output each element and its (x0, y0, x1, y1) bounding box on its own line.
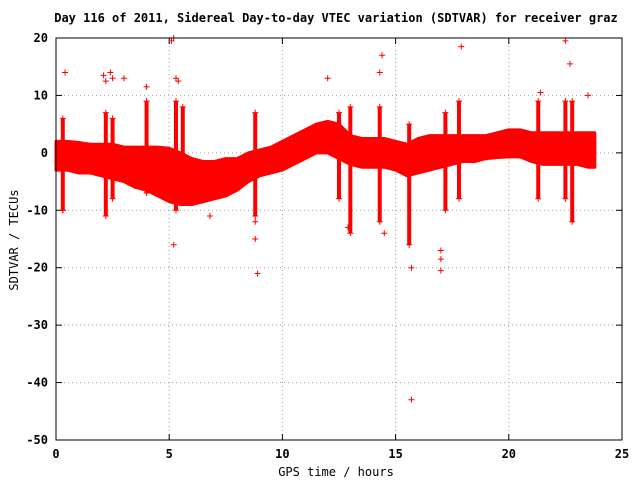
data-point (100, 72, 107, 79)
data-point (376, 103, 383, 110)
data-point (206, 213, 213, 220)
x-tick-label: 15 (388, 447, 402, 461)
data-point (109, 75, 116, 82)
data-point (455, 195, 462, 202)
data-point (406, 121, 413, 128)
data-point (437, 256, 444, 263)
x-tick-label: 10 (275, 447, 289, 461)
data-point (252, 109, 259, 116)
y-tick-label: 0 (41, 146, 48, 160)
data-point (408, 264, 415, 271)
data-point (143, 83, 150, 90)
data-point (408, 396, 415, 403)
x-tick-label: 20 (502, 447, 516, 461)
data-point (537, 89, 544, 96)
chart-title: Day 116 of 2011, Sidereal Day-to-day VTE… (54, 11, 618, 25)
y-axis-label: SDTVAR / TECUs (7, 189, 21, 290)
x-tick-label: 0 (52, 447, 59, 461)
data-point (535, 98, 542, 105)
data-point (102, 213, 109, 220)
data-band (54, 119, 597, 207)
data-point (535, 195, 542, 202)
data-point (252, 236, 259, 242)
x-tick-label: 25 (615, 447, 629, 461)
data-point (442, 109, 449, 116)
data-point (179, 195, 186, 202)
x-tick-label: 5 (166, 447, 173, 461)
data-point (324, 75, 331, 82)
plot-frame (55, 37, 623, 441)
data-point (175, 78, 182, 85)
data-point (120, 75, 127, 82)
data-point (179, 103, 186, 110)
data-point (109, 115, 116, 122)
data-point (376, 69, 383, 76)
data-point (59, 115, 66, 122)
data-point (437, 267, 444, 274)
data-point (62, 69, 69, 76)
data-point (347, 230, 354, 237)
data-point (143, 98, 150, 105)
data-point (170, 241, 177, 248)
data-point (381, 230, 388, 237)
plot-area (54, 35, 597, 403)
data-point (252, 218, 259, 225)
data-point (102, 109, 109, 116)
x-axis-label: GPS time / hours (278, 465, 394, 479)
data-point (562, 98, 569, 105)
data-point (376, 218, 383, 225)
y-tick-label: 20 (34, 31, 48, 45)
data-point (585, 92, 592, 99)
data-point (569, 98, 576, 105)
y-tick-label: -30 (26, 318, 48, 332)
data-point (562, 37, 569, 44)
data-point (345, 224, 352, 231)
data-point (566, 60, 573, 67)
y-tick-label: -20 (26, 261, 48, 275)
data-point (107, 69, 114, 76)
data-point (254, 270, 261, 277)
data-point (442, 207, 449, 214)
data-point (252, 213, 259, 220)
data-point (379, 52, 386, 59)
y-tick-label: 10 (34, 88, 48, 102)
data-point (172, 207, 179, 214)
data-point (347, 103, 354, 110)
data-point (336, 195, 342, 202)
axis-ticks: 20 10 0 -10 -20 -30 -40 -50 0 5 10 15 20 25 (26, 31, 629, 461)
data-point (569, 218, 576, 225)
data-point (406, 241, 413, 248)
y-tick-label: -50 (26, 433, 48, 447)
data-point (109, 195, 116, 202)
data-point (458, 43, 465, 50)
y-tick-label: -40 (26, 376, 48, 390)
data-point (172, 98, 179, 105)
data-point (437, 247, 444, 254)
grid (56, 38, 622, 440)
data-point (562, 195, 569, 202)
y-tick-label: -10 (26, 203, 48, 217)
data-point (143, 190, 150, 197)
data-point (59, 207, 66, 214)
data-point (336, 109, 342, 116)
data-point (455, 98, 462, 105)
data-point (102, 78, 109, 85)
